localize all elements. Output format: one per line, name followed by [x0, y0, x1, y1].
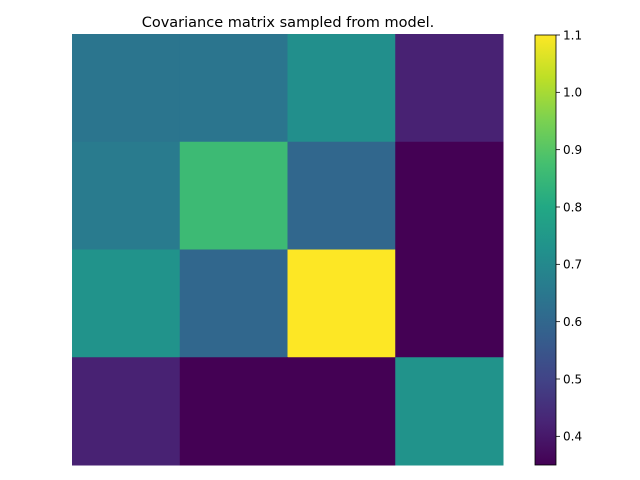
colorbar-tick-label: 1.0: [563, 86, 582, 100]
chart-title: Covariance matrix sampled from model.: [142, 15, 435, 31]
heatmap-cell-r2-c0: [72, 249, 181, 358]
heatmap-cell-r1-c3: [395, 141, 504, 250]
colorbar-tick-label: 0.4: [563, 430, 582, 444]
heatmap-cell-r2-c3: [395, 249, 504, 358]
heatmap-cell-r1-c0: [72, 141, 181, 250]
colorbar-tick-label: 0.6: [563, 315, 582, 329]
colorbar-ticks: 0.4 0.5 0.6 0.7 0.8 0.9 1.0 1.1: [556, 28, 582, 444]
heatmap-cell-r3-c0: [72, 357, 181, 466]
colorbar-tick-label: 0.8: [563, 200, 582, 214]
heatmap-cell-r0-c0: [72, 34, 181, 143]
heatmap-cell-r1-c1: [179, 141, 288, 250]
heatmap-cell-r3-c3: [395, 357, 504, 466]
heatmap-cell-r0-c2: [287, 34, 396, 143]
heatmap-cell-r2-c2: [287, 249, 396, 358]
heatmap-cell-r2-c1: [179, 249, 288, 358]
heatmap-cell-r0-c3: [395, 34, 504, 143]
colorbar-frame: [534, 34, 557, 466]
heatmap-cell-r1-c2: [287, 141, 396, 250]
colorbar-tick-label: 0.7: [563, 258, 582, 272]
heatmap-cell-r0-c1: [179, 34, 288, 143]
colorbar: 0.4 0.5 0.6 0.7 0.8 0.9 1.0 1.1: [534, 28, 582, 466]
colorbar-tick-label: 0.5: [563, 372, 582, 386]
colorbar-tick-label: 1.1: [563, 28, 582, 42]
heatmap: [72, 34, 504, 466]
colorbar-bar: [535, 35, 556, 465]
heatmap-cell-r3-c1: [179, 357, 288, 466]
colorbar-tick-label: 0.9: [563, 143, 582, 157]
heatmap-cell-r3-c2: [287, 357, 396, 466]
